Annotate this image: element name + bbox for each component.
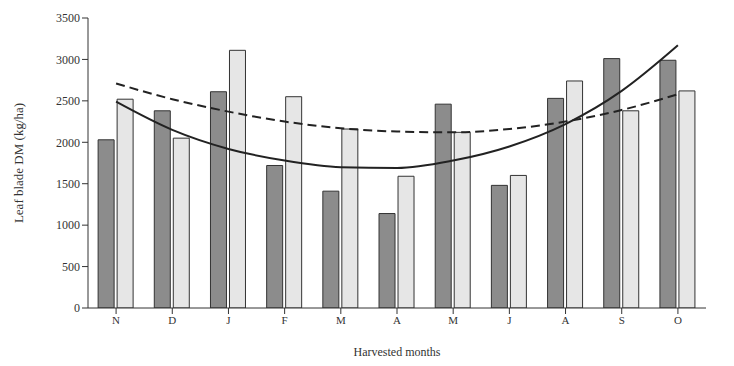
svg-text:F: F (282, 314, 288, 326)
svg-text:0: 0 (74, 301, 80, 315)
svg-text:Harvested months: Harvested months (354, 345, 441, 358)
svg-text:3000: 3000 (56, 53, 80, 67)
svg-text:1500: 1500 (56, 177, 80, 191)
svg-text:D: D (168, 314, 176, 326)
svg-text:J: J (507, 314, 512, 326)
svg-text:J: J (226, 314, 231, 326)
svg-text:Leaf blade DM (kg/ha): Leaf blade DM (kg/ha) (11, 103, 26, 223)
svg-text:M: M (336, 314, 346, 326)
svg-text:1000: 1000 (56, 218, 80, 232)
svg-text:M: M (448, 314, 458, 326)
svg-text:3500: 3500 (56, 11, 80, 25)
svg-text:2000: 2000 (56, 136, 80, 150)
svg-text:N: N (112, 314, 120, 326)
svg-text:A: A (393, 314, 401, 326)
svg-text:S: S (619, 314, 625, 326)
svg-text:2500: 2500 (56, 94, 80, 108)
svg-text:500: 500 (62, 260, 80, 274)
svg-text:O: O (674, 314, 682, 326)
svg-text:A: A (562, 314, 570, 326)
